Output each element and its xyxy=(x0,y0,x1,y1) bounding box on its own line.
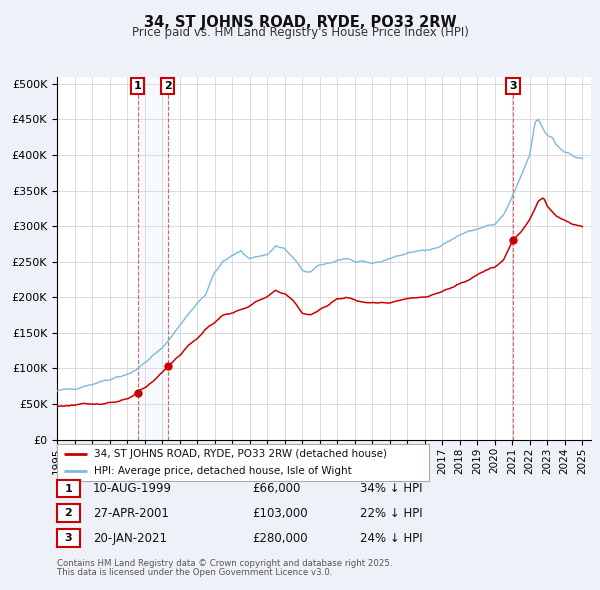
Text: 34% ↓ HPI: 34% ↓ HPI xyxy=(360,482,422,495)
Text: 1: 1 xyxy=(134,81,142,91)
Text: 3: 3 xyxy=(65,533,72,543)
Text: 2: 2 xyxy=(164,81,172,91)
Text: 27-APR-2001: 27-APR-2001 xyxy=(93,507,169,520)
Text: 34, ST JOHNS ROAD, RYDE, PO33 2RW (detached house): 34, ST JOHNS ROAD, RYDE, PO33 2RW (detac… xyxy=(94,449,387,459)
Text: 10-AUG-1999: 10-AUG-1999 xyxy=(93,482,172,495)
Text: Price paid vs. HM Land Registry's House Price Index (HPI): Price paid vs. HM Land Registry's House … xyxy=(131,26,469,39)
Text: 22% ↓ HPI: 22% ↓ HPI xyxy=(360,507,422,520)
Text: 2: 2 xyxy=(65,509,72,518)
Text: 1: 1 xyxy=(65,484,72,493)
Text: 20-JAN-2021: 20-JAN-2021 xyxy=(93,532,167,545)
Text: 24% ↓ HPI: 24% ↓ HPI xyxy=(360,532,422,545)
Text: 3: 3 xyxy=(509,81,517,91)
Text: £66,000: £66,000 xyxy=(252,482,301,495)
Text: HPI: Average price, detached house, Isle of Wight: HPI: Average price, detached house, Isle… xyxy=(94,466,352,476)
Text: Contains HM Land Registry data © Crown copyright and database right 2025.: Contains HM Land Registry data © Crown c… xyxy=(57,559,392,568)
Text: £103,000: £103,000 xyxy=(252,507,308,520)
Text: £280,000: £280,000 xyxy=(252,532,308,545)
Text: 34, ST JOHNS ROAD, RYDE, PO33 2RW: 34, ST JOHNS ROAD, RYDE, PO33 2RW xyxy=(143,15,457,30)
Text: This data is licensed under the Open Government Licence v3.0.: This data is licensed under the Open Gov… xyxy=(57,568,332,577)
Bar xyxy=(138,77,167,440)
